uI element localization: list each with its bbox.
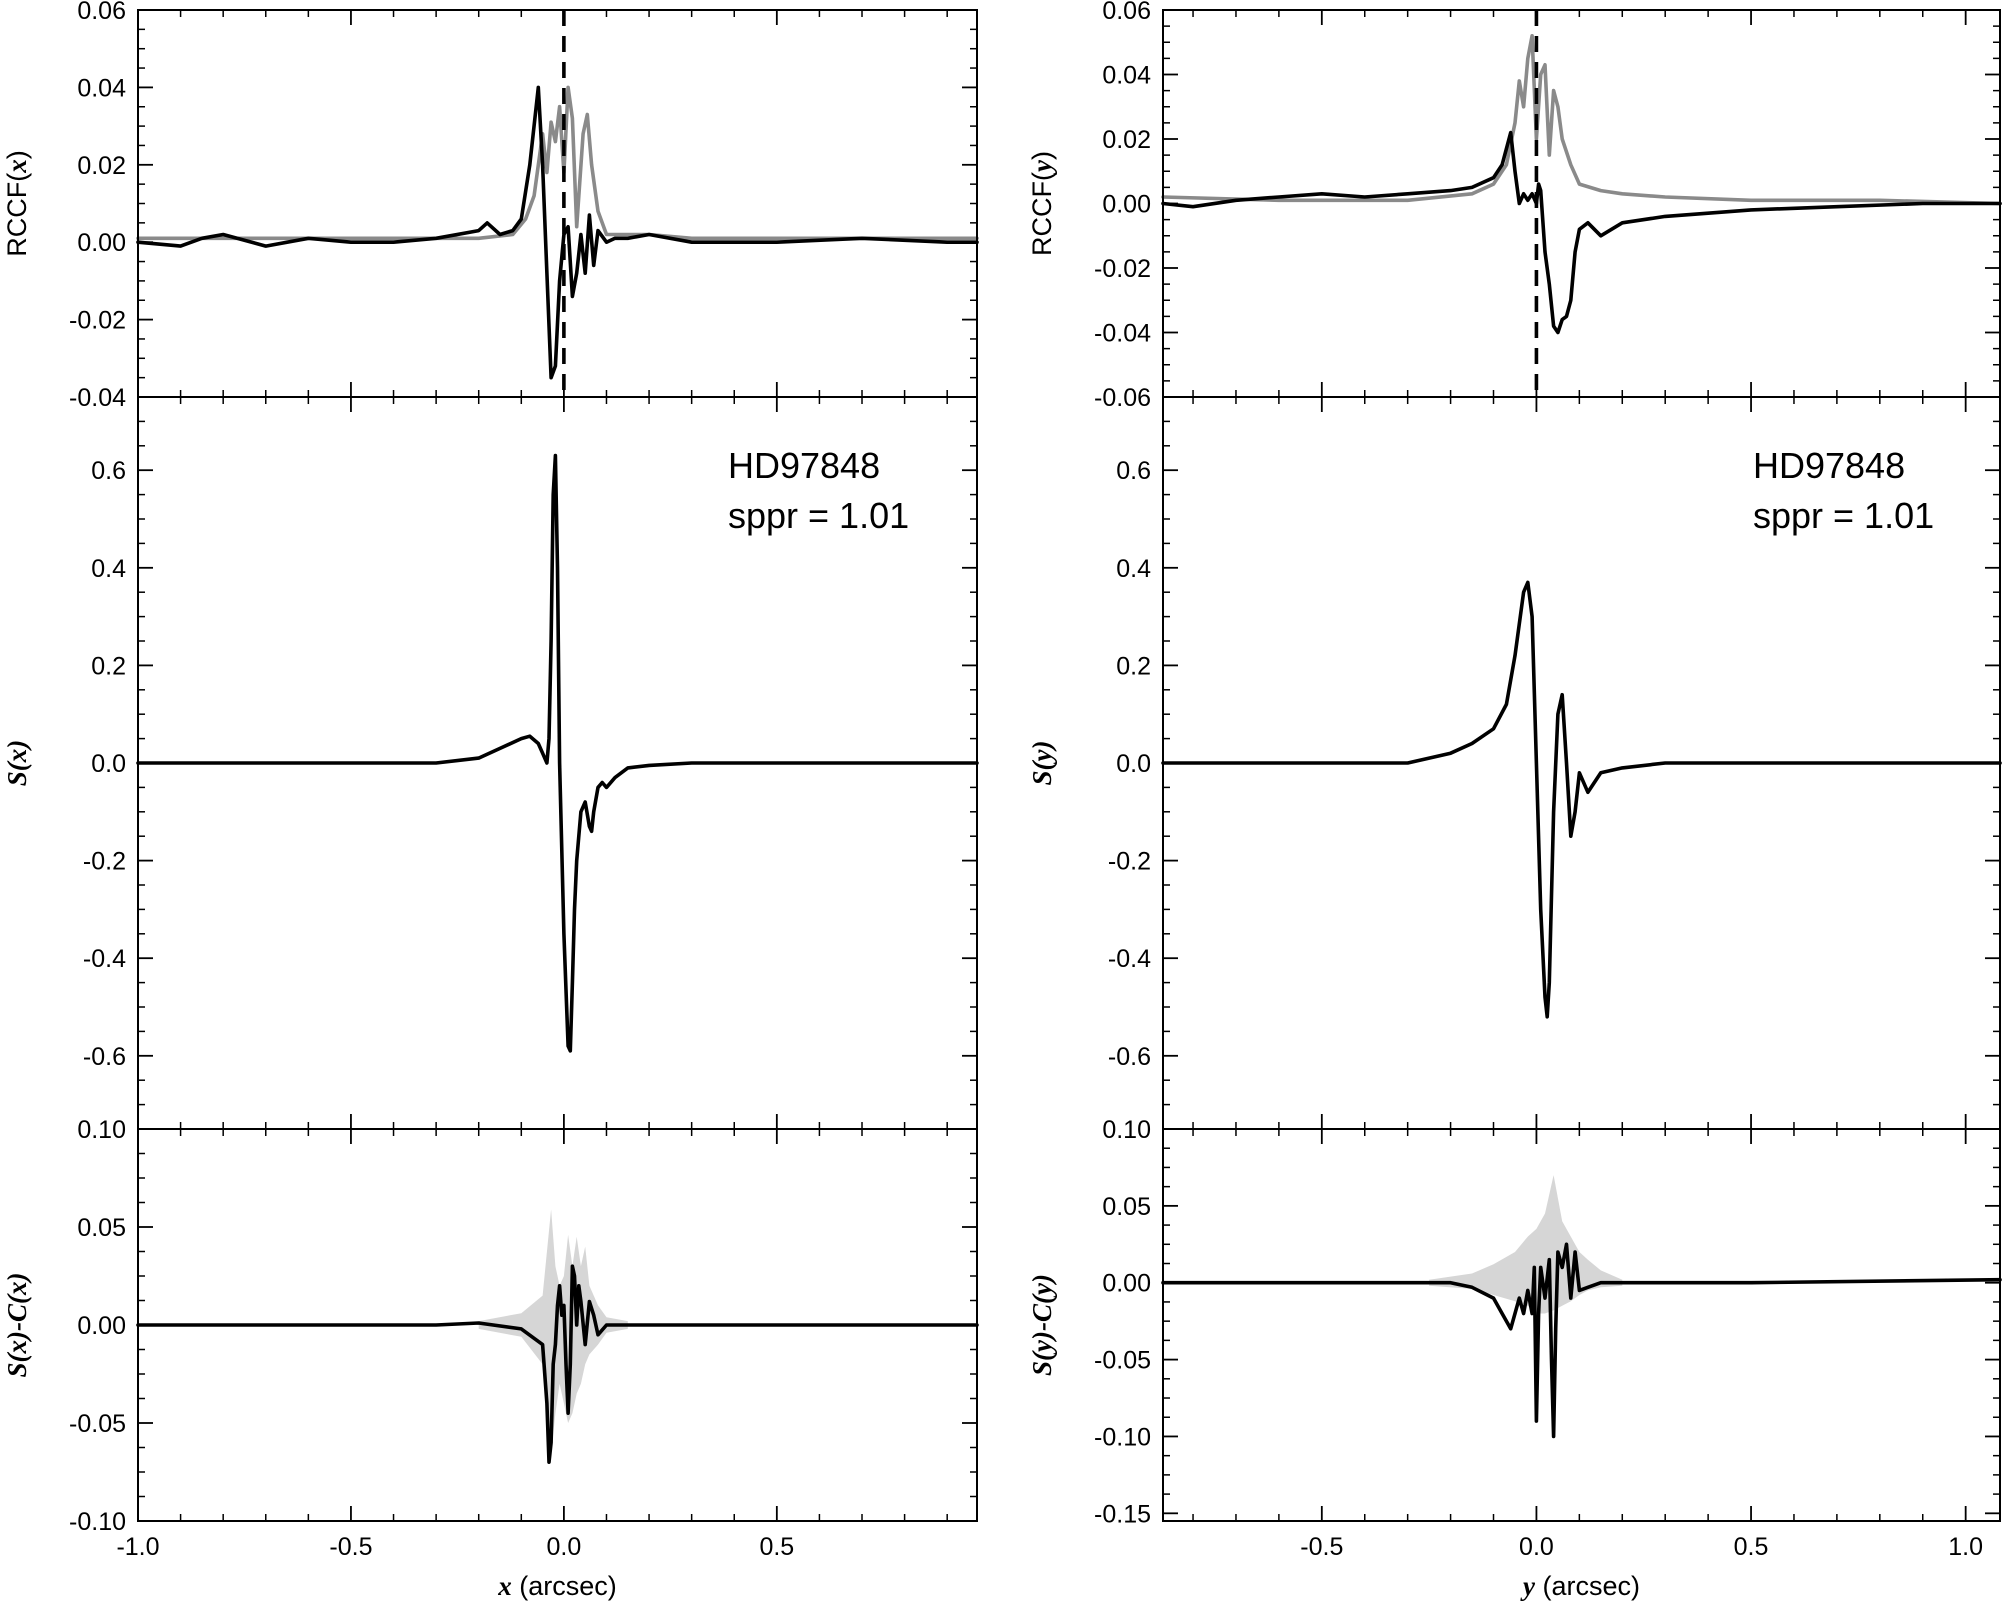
ytick-label-left-top: 0.06 <box>77 0 126 25</box>
series-line-right-middle-0 <box>1161 580 2002 1019</box>
ytick-label-left-middle: -0.2 <box>83 848 126 876</box>
ytick-label-left-top: 0.04 <box>77 74 126 102</box>
ytick-label-right-middle: 0.0 <box>1116 750 1151 778</box>
ytick-label-left-bottom: -0.05 <box>69 1410 126 1438</box>
x-axis-title-right-bottom: y (arcsec) <box>1520 1571 1640 1601</box>
y-axis-title-right-top: RCCF(y) <box>1027 151 1057 256</box>
annotation-star-right: HD97848 <box>1753 445 1905 486</box>
ytick-label-left-top: 0.00 <box>77 229 126 257</box>
ytick-label-left-middle: -0.4 <box>83 945 126 973</box>
panel-frame-right-bottom <box>1162 1128 2001 1522</box>
y-axis-title-left-middle: S(x) <box>2 740 32 787</box>
series-line-left-middle-0 <box>136 453 979 1053</box>
ytick-label-right-top: -0.06 <box>1094 384 1151 412</box>
xtick-label-left-bottom: 0.0 <box>547 1533 582 1561</box>
series-lines <box>136 10 2002 1464</box>
ytick-label-right-middle: -0.2 <box>1108 848 1151 876</box>
ytick-label-right-middle: -0.6 <box>1108 1043 1151 1071</box>
y-axis-title-left-top: RCCF(x) <box>2 150 32 256</box>
ytick-label-left-middle: 0.4 <box>91 555 126 583</box>
axis-ticks <box>137 9 2000 1522</box>
ytick-label-right-bottom: -0.15 <box>1094 1500 1151 1528</box>
ytick-label-right-bottom: -0.10 <box>1094 1423 1151 1451</box>
ytick-label-left-middle: 0.6 <box>91 457 126 485</box>
ytick-label-right-top: -0.02 <box>1094 255 1151 283</box>
ytick-label-right-bottom: -0.05 <box>1094 1347 1151 1375</box>
ytick-label-right-bottom: 0.00 <box>1102 1270 1151 1298</box>
xtick-label-right-bottom: -0.5 <box>1300 1533 1343 1561</box>
xtick-label-left-bottom: -1.0 <box>116 1533 159 1561</box>
y-axis-title-right-middle: S(y) <box>1027 741 1057 786</box>
ytick-label-left-top: -0.02 <box>69 307 126 335</box>
annotation-star-left: HD97848 <box>728 445 880 486</box>
xtick-label-right-bottom: 1.0 <box>1948 1533 1983 1561</box>
series-line-right-top-1 <box>1161 130 2002 335</box>
y-axis-title-right-bottom: S(y)-C(y) <box>1027 1274 1057 1376</box>
ytick-label-right-top: -0.04 <box>1094 320 1151 348</box>
ytick-label-left-top: 0.02 <box>77 152 126 180</box>
ytick-label-right-top: 0.06 <box>1102 0 1151 25</box>
ytick-label-right-middle: 0.2 <box>1116 652 1151 680</box>
ytick-label-left-bottom: 0.05 <box>77 1214 126 1242</box>
xtick-label-right-bottom: 0.0 <box>1519 1533 1554 1561</box>
ytick-label-right-bottom: 0.05 <box>1102 1193 1151 1221</box>
ytick-label-right-bottom: 0.10 <box>1102 1116 1151 1144</box>
ytick-label-left-bottom: 0.10 <box>77 1116 126 1144</box>
ytick-label-left-middle: -0.6 <box>83 1043 126 1071</box>
ytick-label-right-middle: -0.4 <box>1108 945 1151 973</box>
ytick-label-left-top: -0.04 <box>69 384 126 412</box>
y-axis-title-left-bottom: S(x)-C(x) <box>2 1273 32 1378</box>
residual-band-left-bottom <box>478 1209 628 1455</box>
ytick-label-left-bottom: -0.10 <box>69 1508 126 1536</box>
annotation-sppr-left: sppr = 1.01 <box>728 495 909 536</box>
x-axis-title-left-bottom: x (arcsec) <box>497 1571 617 1601</box>
ytick-label-right-top: 0.00 <box>1102 191 1151 219</box>
series-line-left-bottom-0 <box>136 1264 979 1464</box>
panel-frames <box>137 9 2001 1522</box>
ytick-label-right-top: 0.02 <box>1102 126 1151 154</box>
ytick-label-left-middle: 0.0 <box>91 750 126 778</box>
ytick-label-right-middle: 0.6 <box>1116 457 1151 485</box>
series-line-right-bottom-0 <box>1161 1242 2002 1439</box>
series-line-left-top-0 <box>136 85 979 241</box>
ytick-label-right-middle: 0.4 <box>1116 555 1151 583</box>
ytick-label-left-bottom: 0.00 <box>77 1312 126 1340</box>
ytick-label-right-top: 0.04 <box>1102 62 1151 90</box>
series-line-right-top-0 <box>1161 34 2002 206</box>
series-line-left-top-1 <box>136 85 979 380</box>
xtick-label-left-bottom: 0.5 <box>759 1533 794 1561</box>
annotation-sppr-right: sppr = 1.01 <box>1753 495 1934 536</box>
xtick-label-left-bottom: -0.5 <box>329 1533 372 1561</box>
xtick-label-right-bottom: 0.5 <box>1734 1533 1769 1561</box>
ytick-label-left-middle: 0.2 <box>91 652 126 680</box>
